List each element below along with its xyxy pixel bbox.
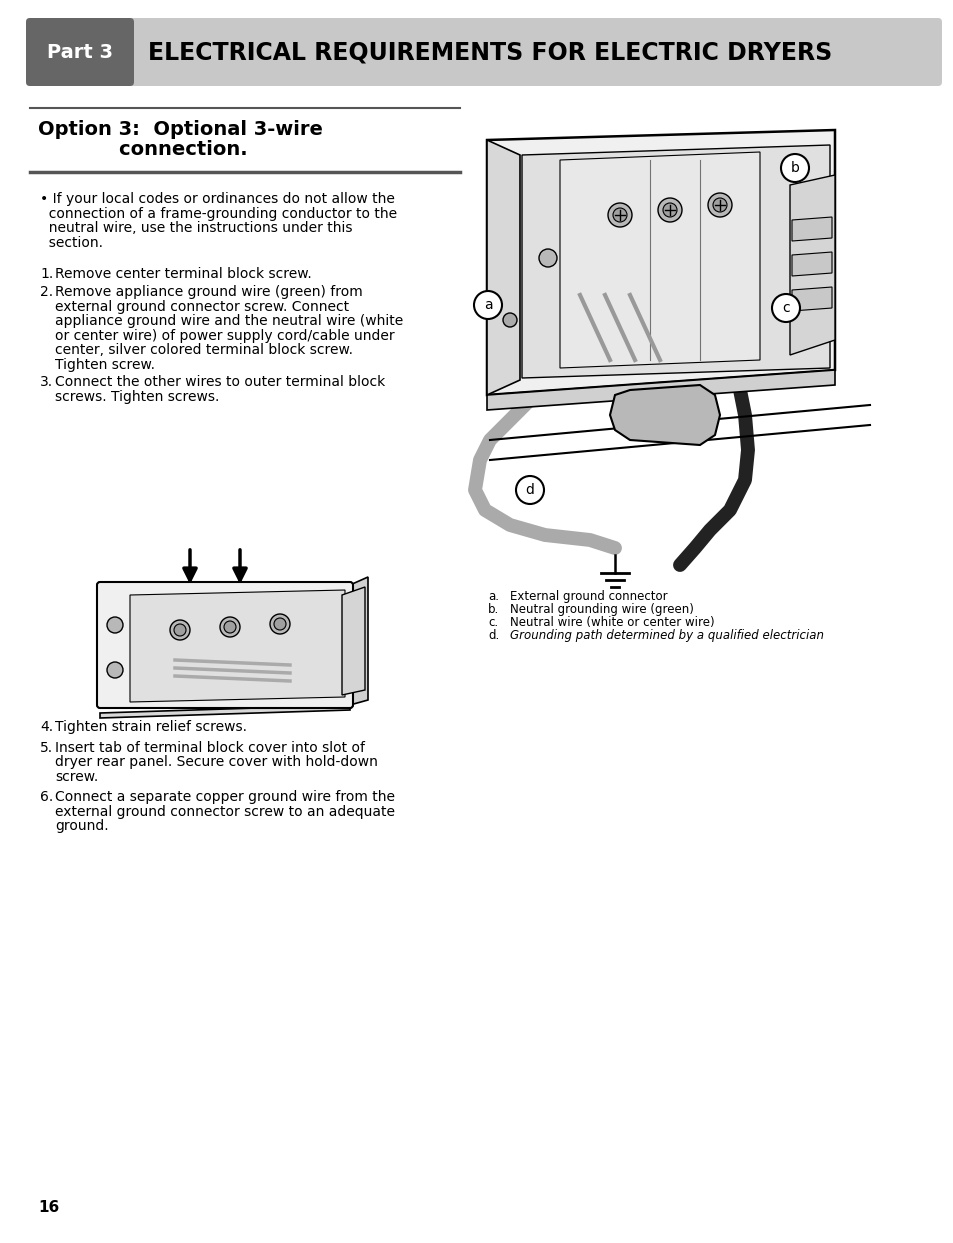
Text: Remove center terminal block screw.: Remove center terminal block screw. xyxy=(55,267,312,281)
Circle shape xyxy=(224,622,235,633)
Text: a: a xyxy=(483,298,492,312)
Polygon shape xyxy=(521,145,829,378)
Circle shape xyxy=(707,193,731,218)
Text: screw.: screw. xyxy=(55,769,98,783)
Circle shape xyxy=(220,617,240,636)
Text: d: d xyxy=(525,484,534,497)
Circle shape xyxy=(107,617,123,633)
Circle shape xyxy=(274,618,286,630)
Text: • If your local codes or ordinances do not allow the: • If your local codes or ordinances do n… xyxy=(40,191,395,206)
Circle shape xyxy=(538,249,557,267)
Text: ground.: ground. xyxy=(55,819,109,833)
Text: external ground connector screw to an adequate: external ground connector screw to an ad… xyxy=(55,804,395,818)
Circle shape xyxy=(502,313,517,327)
Text: section.: section. xyxy=(40,235,103,250)
Text: Connect a separate copper ground wire from the: Connect a separate copper ground wire fr… xyxy=(55,791,395,804)
Text: Neutral grounding wire (green): Neutral grounding wire (green) xyxy=(510,603,693,617)
Polygon shape xyxy=(130,590,345,702)
FancyBboxPatch shape xyxy=(26,17,133,86)
Text: Tighten screw.: Tighten screw. xyxy=(55,358,154,372)
Text: 1.: 1. xyxy=(40,267,53,281)
Text: b: b xyxy=(790,162,799,175)
Circle shape xyxy=(170,620,190,640)
Text: center, silver colored terminal block screw.: center, silver colored terminal block sc… xyxy=(55,343,353,357)
Text: d.: d. xyxy=(488,629,498,641)
Polygon shape xyxy=(350,577,368,705)
Circle shape xyxy=(771,295,800,322)
Text: c.: c. xyxy=(488,617,497,629)
Circle shape xyxy=(107,663,123,677)
Circle shape xyxy=(474,291,501,319)
Text: screws. Tighten screws.: screws. Tighten screws. xyxy=(55,389,219,404)
Circle shape xyxy=(781,154,808,181)
Polygon shape xyxy=(791,287,831,311)
Text: ELECTRICAL REQUIREMENTS FOR ELECTRIC DRYERS: ELECTRICAL REQUIREMENTS FOR ELECTRIC DRY… xyxy=(148,40,831,63)
Text: b.: b. xyxy=(488,603,498,617)
Text: 2.: 2. xyxy=(40,285,53,300)
Circle shape xyxy=(516,476,543,503)
Text: neutral wire, use the instructions under this: neutral wire, use the instructions under… xyxy=(40,221,352,235)
Polygon shape xyxy=(486,370,834,410)
Text: 16: 16 xyxy=(38,1199,59,1214)
Circle shape xyxy=(613,208,626,222)
Polygon shape xyxy=(486,131,834,395)
Text: Neutral wire (white or center wire): Neutral wire (white or center wire) xyxy=(510,617,714,629)
Polygon shape xyxy=(791,218,831,241)
Text: appliance ground wire and the neutral wire (white: appliance ground wire and the neutral wi… xyxy=(55,314,403,328)
Text: dryer rear panel. Secure cover with hold-down: dryer rear panel. Secure cover with hold… xyxy=(55,755,377,769)
Circle shape xyxy=(658,198,681,222)
Text: External ground connector: External ground connector xyxy=(510,590,667,603)
Text: 5.: 5. xyxy=(40,741,53,755)
Polygon shape xyxy=(341,587,365,695)
Circle shape xyxy=(662,203,677,218)
Circle shape xyxy=(173,624,186,636)
Circle shape xyxy=(712,198,726,213)
FancyBboxPatch shape xyxy=(26,17,941,86)
Text: c: c xyxy=(781,301,789,314)
Text: 3.: 3. xyxy=(40,375,53,389)
Text: connection of a frame-grounding conductor to the: connection of a frame-grounding conducto… xyxy=(40,206,396,220)
Text: Insert tab of terminal block cover into slot of: Insert tab of terminal block cover into … xyxy=(55,741,365,755)
Text: external ground connector screw. Connect: external ground connector screw. Connect xyxy=(55,300,349,313)
Text: Tighten strain relief screws.: Tighten strain relief screws. xyxy=(55,720,247,735)
Text: Option 3:  Optional 3-wire: Option 3: Optional 3-wire xyxy=(38,121,322,139)
Text: Connect the other wires to outer terminal block: Connect the other wires to outer termina… xyxy=(55,375,385,389)
Text: 6.: 6. xyxy=(40,791,53,804)
Text: Part 3: Part 3 xyxy=(47,42,112,61)
Text: Grounding path determined by a qualified electrician: Grounding path determined by a qualified… xyxy=(510,629,823,641)
Polygon shape xyxy=(100,705,350,718)
Text: or center wire) of power supply cord/cable under: or center wire) of power supply cord/cab… xyxy=(55,328,395,343)
Text: connection.: connection. xyxy=(38,140,248,159)
Circle shape xyxy=(270,614,290,634)
Text: a.: a. xyxy=(488,590,498,603)
Polygon shape xyxy=(789,175,834,355)
Circle shape xyxy=(607,203,631,227)
Text: Remove appliance ground wire (green) from: Remove appliance ground wire (green) fro… xyxy=(55,285,362,300)
Polygon shape xyxy=(486,140,519,395)
Polygon shape xyxy=(791,252,831,276)
Polygon shape xyxy=(609,385,720,445)
Polygon shape xyxy=(559,152,760,368)
Text: 4.: 4. xyxy=(40,720,53,735)
FancyBboxPatch shape xyxy=(97,582,353,709)
